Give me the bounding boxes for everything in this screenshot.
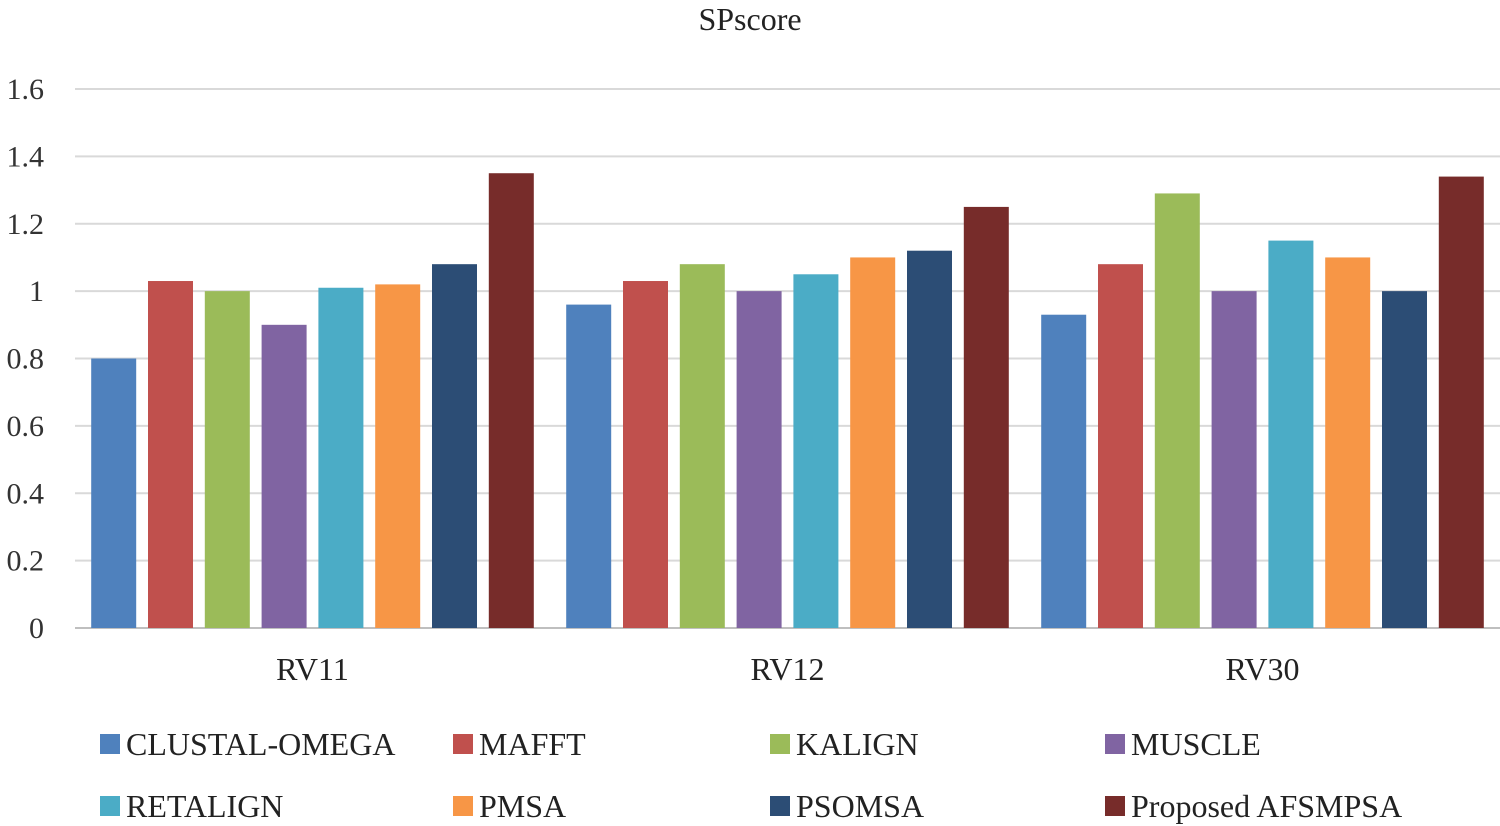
legend-swatch [453, 734, 473, 754]
bar [261, 324, 307, 628]
bar [375, 284, 421, 628]
legend-item: CLUSTAL-OMEGA [100, 724, 395, 764]
y-tick-label: 1 [29, 275, 44, 308]
x-category-label: RV30 [1226, 651, 1300, 687]
legend-item: KALIGN [770, 724, 919, 764]
legend-item: PMSA [453, 786, 566, 826]
legend-item: RETALIGN [100, 786, 283, 826]
x-axis-category-labels: RV11 RV12 RV30 [276, 651, 1299, 687]
legend-label: MAFFT [479, 726, 586, 762]
bar [566, 304, 612, 628]
legend-item: Proposed AFSMPSA [1105, 786, 1402, 826]
bar [488, 173, 534, 628]
y-tick-label: 1.6 [7, 73, 45, 106]
legend-swatch [100, 734, 120, 754]
legend-label: PMSA [479, 788, 567, 824]
legend-item: PSOMSA [770, 786, 924, 826]
legend-swatch [1105, 796, 1125, 816]
legend: CLUSTAL-OMEGA MAFFT KALIGN MUSCLE RETALIGN PM… [0, 700, 1500, 825]
y-tick-label: 0 [29, 612, 44, 645]
x-category-label: RV11 [276, 651, 349, 687]
x-category-label: RV12 [751, 651, 825, 687]
legend-swatch [100, 796, 120, 816]
bar [736, 291, 782, 628]
bar [1041, 314, 1087, 628]
chart-title: SPscore [698, 1, 801, 37]
bar [1154, 193, 1200, 628]
legend-label: MUSCLE [1131, 726, 1261, 762]
y-tick-label: 1.4 [7, 140, 45, 173]
bars [91, 173, 1484, 628]
legend-label: KALIGN [796, 726, 919, 762]
bar [679, 264, 725, 628]
bar [793, 274, 839, 628]
legend-item: MUSCLE [1105, 724, 1261, 764]
bar [432, 264, 477, 628]
legend-item: MAFFT [453, 724, 586, 764]
bar [963, 206, 1009, 628]
bar [1268, 240, 1314, 628]
bar [1325, 257, 1371, 628]
legend-label: RETALIGN [126, 788, 284, 824]
legend-swatch [770, 796, 790, 816]
y-tick-label: 1.2 [7, 208, 45, 241]
bar [907, 250, 952, 628]
bar [850, 257, 896, 628]
legend-swatch [1105, 734, 1125, 754]
bar [623, 281, 668, 628]
bar [1098, 264, 1143, 628]
y-tick-label: 0.6 [7, 410, 45, 443]
bar [148, 281, 193, 628]
bar [204, 291, 250, 628]
bar [1382, 291, 1427, 628]
bar [1211, 291, 1257, 628]
bar [318, 287, 364, 628]
bar [1438, 176, 1484, 628]
bar-chart: SPscore 0 0.2 0.4 0.6 0.8 1 1.2 1.4 1.6 RV11 RV12… [7, 1, 1500, 687]
y-tick-label: 0.2 [7, 545, 45, 578]
y-axis-tick-labels: 0 0.2 0.4 0.6 0.8 1 1.2 1.4 1.6 [7, 73, 45, 645]
y-tick-label: 0.4 [7, 477, 45, 510]
bar [91, 358, 137, 628]
legend-swatch [453, 796, 473, 816]
y-tick-label: 0.8 [7, 343, 45, 376]
gridlines [75, 88, 1500, 629]
legend-label: PSOMSA [796, 788, 925, 824]
legend-label: CLUSTAL-OMEGA [126, 726, 396, 762]
legend-swatch [770, 734, 790, 754]
legend-label: Proposed AFSMPSA [1131, 788, 1403, 824]
